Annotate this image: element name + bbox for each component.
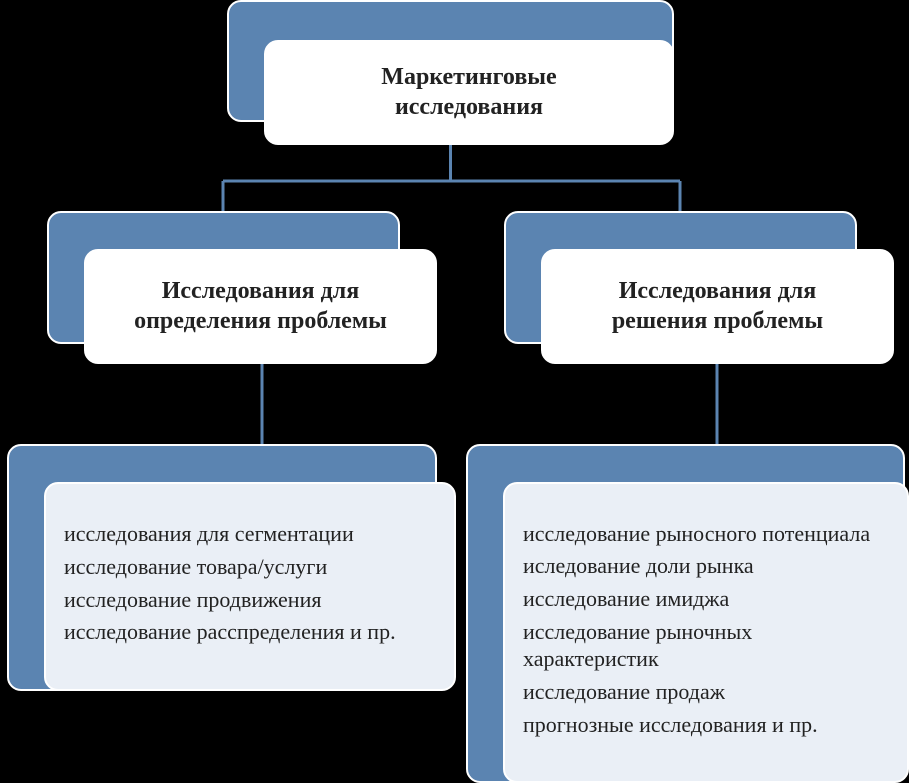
- root-title-line1: Маркетинговые: [381, 64, 556, 90]
- root-title: Маркетинговые исследования: [284, 63, 654, 122]
- list-item: исследование расспределения и пр.: [64, 619, 436, 646]
- list-item: исследование продаж: [523, 679, 889, 706]
- diagram-canvas: Маркетинговые исследования Исследования …: [0, 0, 909, 783]
- right-title: Исследования для решения проблемы: [561, 277, 874, 336]
- right-node: Исследования для решения проблемы: [541, 249, 894, 364]
- right-title-line1: Исследования для: [619, 278, 817, 304]
- right-title-line2: решения проблемы: [612, 308, 823, 334]
- right-items: исследование рыносного потенциала иследов…: [503, 482, 909, 783]
- root-title-line2: исследования: [395, 94, 543, 120]
- left-title: Исследования для определения проблемы: [104, 277, 417, 336]
- list-item: исследование продвижения: [64, 587, 436, 614]
- left-items: исследования для сегментации исследование…: [44, 482, 456, 691]
- list-item: исследование товара/услуги: [64, 554, 436, 581]
- list-item: исследования для сегментации: [64, 521, 436, 548]
- list-item: исследование рыносного потенциала: [523, 521, 889, 548]
- list-item: исследование рыночных характеристик: [523, 619, 889, 673]
- left-title-line1: Исследования для: [162, 278, 360, 304]
- list-item: исследование имиджа: [523, 586, 889, 613]
- left-node: Исследования для определения проблемы: [84, 249, 437, 364]
- list-item: прогнозные исследования и пр.: [523, 712, 889, 739]
- list-item: иследование доли рынка: [523, 553, 889, 580]
- root-node: Маркетинговые исследования: [264, 40, 674, 145]
- left-title-line2: определения проблемы: [134, 308, 387, 334]
